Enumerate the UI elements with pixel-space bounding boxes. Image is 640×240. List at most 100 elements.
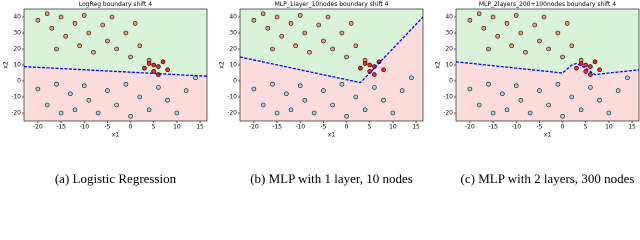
point (44, 102, 50, 108)
point (339, 81, 345, 87)
point (72, 21, 78, 26)
point (151, 62, 157, 68)
point (597, 67, 602, 73)
x-tick-label: 0 (561, 124, 565, 131)
point (260, 11, 266, 17)
x-tick-label: -20 (249, 124, 259, 131)
y-tick-label: 30 (445, 30, 453, 37)
x-tick-label: -20 (33, 124, 43, 131)
y-tick-label: -10 (227, 94, 237, 101)
region-above (24, 9, 207, 77)
x-tick-label: -5 (104, 124, 110, 131)
y-tick-label: 20 (229, 46, 237, 53)
x-tick-label: -20 (465, 124, 475, 131)
point (625, 75, 630, 81)
boundary-line (24, 65, 207, 77)
point (297, 13, 303, 18)
point (123, 81, 129, 87)
point (316, 22, 322, 28)
point (367, 62, 373, 68)
y-tick-label: -20 (11, 110, 21, 117)
point (409, 75, 414, 81)
point (513, 13, 519, 18)
point (86, 30, 92, 36)
point (63, 33, 68, 39)
point (100, 22, 106, 28)
point (588, 72, 593, 77)
y-tick-label: -20 (443, 110, 453, 117)
point (344, 113, 349, 119)
plot-area (24, 9, 207, 121)
panel: -20 -15 -10 -5 0 5 10 15 -20 -10 0 10 20 30 40 LogReg b… (3, 1, 208, 186)
point (606, 110, 612, 116)
x-tick-label: 15 (412, 124, 420, 131)
point (156, 64, 161, 69)
point (546, 46, 551, 52)
point (114, 46, 119, 52)
point (353, 43, 359, 49)
point (35, 17, 41, 23)
point (344, 54, 349, 60)
x-tick-label: -15 (56, 124, 66, 131)
point (490, 14, 496, 20)
point (58, 110, 64, 116)
point (490, 110, 496, 116)
point (495, 33, 500, 39)
y-tick-label: 10 (229, 62, 237, 69)
point (504, 107, 510, 113)
boundary-line (456, 61, 639, 76)
point (279, 33, 284, 39)
chart-title: MLP_1layer_10nodes boundary shift 4 (275, 1, 389, 8)
region-above (456, 9, 639, 75)
point (574, 65, 579, 71)
point (81, 83, 87, 89)
point (44, 11, 50, 17)
point (330, 102, 335, 108)
point (527, 110, 533, 116)
y-tick-label: 20 (445, 46, 453, 53)
point (251, 17, 257, 23)
point (592, 59, 598, 65)
point (518, 30, 524, 36)
figure: -20 -15 -10 -5 0 5 10 15 -20 -10 0 10 20 30 40 LogReg b… (3, 1, 640, 186)
point (58, 14, 64, 20)
point (183, 88, 189, 93)
point (86, 97, 92, 103)
x-tick-label: 10 (605, 124, 613, 131)
point (146, 61, 152, 66)
point (578, 107, 584, 113)
point (353, 94, 359, 100)
chart-title: MLP_2layers_200+100nodes boundary shift … (479, 1, 616, 8)
point (362, 61, 368, 66)
y-tick-label: 0 (17, 78, 21, 85)
point (91, 49, 96, 55)
point (288, 21, 294, 26)
point (537, 88, 542, 93)
point (372, 85, 377, 90)
point (362, 107, 368, 113)
point (105, 38, 110, 44)
x-axis-label: x1 (112, 132, 120, 139)
point (302, 97, 308, 103)
point (165, 97, 170, 103)
y-tick-label: -20 (227, 110, 237, 117)
point (390, 110, 396, 116)
point (142, 65, 147, 71)
y-tick-label: 40 (229, 14, 237, 21)
point (54, 81, 59, 87)
y-tick-label: 10 (13, 62, 21, 69)
y-axis-label: x2 (219, 61, 226, 69)
point (77, 43, 82, 49)
point (504, 21, 510, 26)
point (260, 102, 266, 108)
point (537, 38, 542, 44)
x-tick-label: -10 (79, 124, 89, 131)
point (151, 69, 157, 74)
point (270, 46, 275, 52)
point (541, 14, 547, 20)
y-tick-label: 0 (449, 78, 453, 85)
point (137, 94, 143, 100)
point (251, 86, 257, 92)
point (381, 97, 386, 103)
x-tick-label: -10 (511, 124, 521, 131)
